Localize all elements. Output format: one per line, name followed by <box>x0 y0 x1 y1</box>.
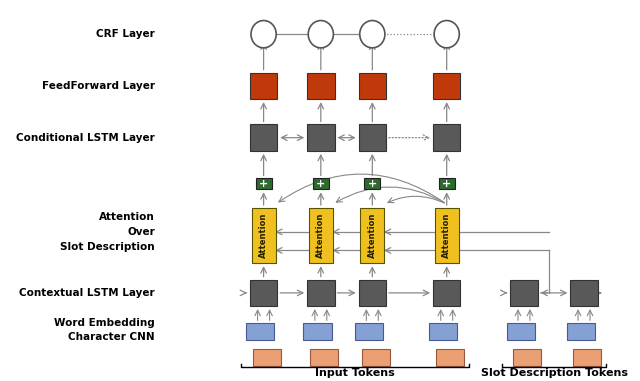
FancyBboxPatch shape <box>307 124 335 151</box>
Text: +: + <box>259 179 268 189</box>
Text: Conditional LSTM Layer: Conditional LSTM Layer <box>16 133 155 142</box>
Ellipse shape <box>251 21 276 48</box>
Text: Attention: Attention <box>368 213 377 258</box>
FancyBboxPatch shape <box>364 178 380 189</box>
FancyBboxPatch shape <box>433 73 460 99</box>
Text: CRF Layer: CRF Layer <box>96 29 155 39</box>
FancyBboxPatch shape <box>355 323 383 340</box>
FancyBboxPatch shape <box>358 280 386 306</box>
FancyBboxPatch shape <box>513 349 541 366</box>
FancyBboxPatch shape <box>358 124 386 151</box>
FancyBboxPatch shape <box>308 208 333 263</box>
FancyBboxPatch shape <box>310 349 339 366</box>
FancyBboxPatch shape <box>570 280 598 306</box>
Text: Attention: Attention <box>316 213 325 258</box>
Text: +: + <box>316 179 326 189</box>
FancyBboxPatch shape <box>506 323 535 340</box>
Text: FeedForward Layer: FeedForward Layer <box>42 81 155 91</box>
Text: +: + <box>368 179 377 189</box>
FancyBboxPatch shape <box>250 124 277 151</box>
FancyBboxPatch shape <box>362 349 390 366</box>
Text: Attention: Attention <box>259 213 268 258</box>
Text: Contextual LSTM Layer: Contextual LSTM Layer <box>19 288 155 298</box>
FancyBboxPatch shape <box>438 178 454 189</box>
Ellipse shape <box>360 21 385 48</box>
Text: Attention
Over
Slot Description: Attention Over Slot Description <box>60 212 155 252</box>
Text: Word Embedding
Character CNN: Word Embedding Character CNN <box>54 318 155 342</box>
FancyBboxPatch shape <box>573 349 602 366</box>
Text: Attention: Attention <box>442 213 451 258</box>
FancyBboxPatch shape <box>253 349 281 366</box>
FancyBboxPatch shape <box>436 349 464 366</box>
Text: +: + <box>442 179 451 189</box>
FancyBboxPatch shape <box>360 208 385 263</box>
Ellipse shape <box>308 21 333 48</box>
FancyBboxPatch shape <box>252 208 276 263</box>
FancyBboxPatch shape <box>433 280 460 306</box>
FancyBboxPatch shape <box>358 73 386 99</box>
FancyBboxPatch shape <box>250 280 277 306</box>
Text: Slot Description Tokens: Slot Description Tokens <box>481 368 627 378</box>
Ellipse shape <box>434 21 460 48</box>
FancyBboxPatch shape <box>510 280 538 306</box>
FancyBboxPatch shape <box>313 178 329 189</box>
FancyBboxPatch shape <box>435 208 459 263</box>
FancyBboxPatch shape <box>307 73 335 99</box>
FancyBboxPatch shape <box>250 73 277 99</box>
FancyBboxPatch shape <box>566 323 595 340</box>
FancyBboxPatch shape <box>307 280 335 306</box>
FancyBboxPatch shape <box>433 124 460 151</box>
FancyBboxPatch shape <box>246 323 275 340</box>
Text: Input Tokens: Input Tokens <box>316 368 395 378</box>
FancyBboxPatch shape <box>303 323 332 340</box>
FancyBboxPatch shape <box>429 323 458 340</box>
FancyBboxPatch shape <box>255 178 271 189</box>
